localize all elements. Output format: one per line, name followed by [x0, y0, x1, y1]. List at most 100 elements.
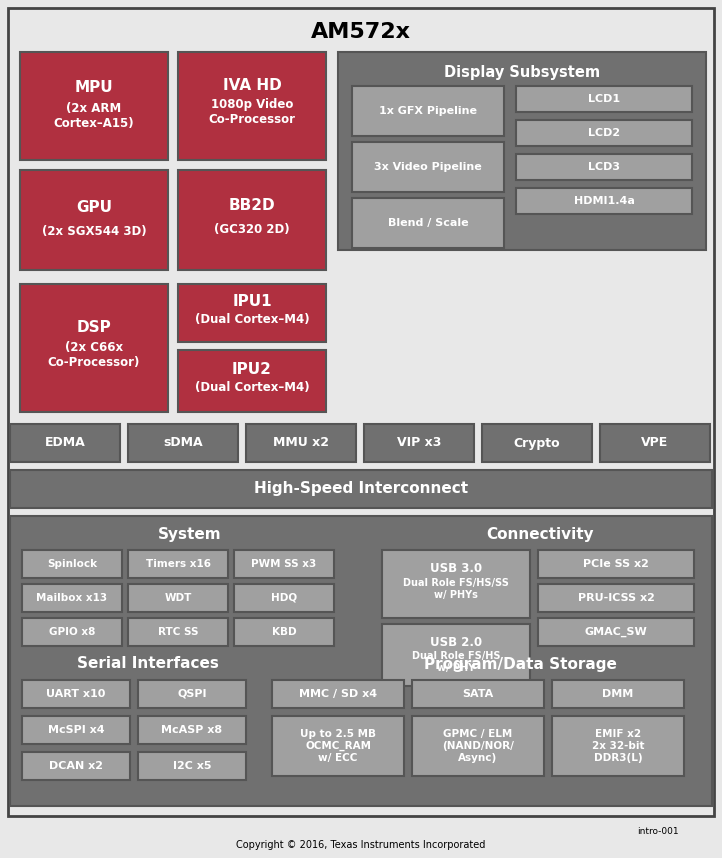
Bar [538, 618, 694, 646]
Bar [272, 680, 404, 708]
Bar [22, 716, 130, 744]
Text: UART x10: UART x10 [46, 689, 105, 699]
Bar [178, 350, 326, 412]
Text: Crypto: Crypto [513, 437, 560, 450]
Text: Up to 2.5 MB
OCMC_RAM
w/ ECC: Up to 2.5 MB OCMC_RAM w/ ECC [300, 729, 376, 763]
Text: BB2D: BB2D [229, 197, 275, 213]
Bar [234, 618, 334, 646]
Text: PRU-ICSS x2: PRU-ICSS x2 [578, 593, 654, 603]
Bar [538, 584, 694, 612]
Bar [516, 86, 692, 112]
Bar [516, 188, 692, 214]
Text: USB 2.0: USB 2.0 [430, 636, 482, 649]
Text: QSPI: QSPI [177, 689, 206, 699]
Bar [22, 752, 130, 780]
Text: EMIF x2
2x 32-bit
DDR3(L): EMIF x2 2x 32-bit DDR3(L) [592, 729, 644, 763]
Bar [412, 716, 544, 776]
Bar [138, 752, 246, 780]
Bar [412, 680, 544, 708]
Bar [272, 716, 404, 776]
Bar [552, 716, 684, 776]
Bar [234, 550, 334, 578]
Text: High-Speed Interconnect: High-Speed Interconnect [254, 481, 468, 497]
Bar [128, 618, 228, 646]
Bar [178, 284, 326, 342]
Text: AM572x: AM572x [311, 22, 411, 42]
Text: MMU x2: MMU x2 [273, 437, 329, 450]
Text: WDT: WDT [165, 593, 191, 603]
Text: Copyright © 2016, Texas Instruments Incorporated: Copyright © 2016, Texas Instruments Inco… [236, 840, 486, 850]
Text: LCD1: LCD1 [588, 94, 620, 104]
Bar [538, 550, 694, 578]
Text: Display Subsystem: Display Subsystem [444, 64, 600, 80]
Text: LCD2: LCD2 [588, 128, 620, 138]
Text: Timers x16: Timers x16 [146, 559, 211, 569]
Text: LCD3: LCD3 [588, 162, 620, 172]
Text: Dual Role FS/HS/SS
w/ PHYs: Dual Role FS/HS/SS w/ PHYs [403, 578, 509, 600]
Text: MPU: MPU [74, 81, 113, 95]
Bar [22, 584, 122, 612]
Text: IPU1: IPU1 [232, 294, 271, 310]
Bar [22, 550, 122, 578]
Bar [352, 142, 504, 192]
Text: HDQ: HDQ [271, 593, 297, 603]
Text: MMC / SD x4: MMC / SD x4 [299, 689, 377, 699]
Text: IPU2: IPU2 [232, 361, 272, 377]
Text: PCIe SS x2: PCIe SS x2 [583, 559, 649, 569]
Bar [10, 516, 712, 806]
Bar [482, 424, 592, 462]
Bar [138, 680, 246, 708]
Text: USB 3.0: USB 3.0 [430, 561, 482, 575]
Bar [364, 424, 474, 462]
Text: Connectivity: Connectivity [486, 527, 593, 541]
Text: (Dual Cortex–M4): (Dual Cortex–M4) [195, 382, 309, 395]
Text: (GC320 2D): (GC320 2D) [214, 222, 290, 235]
Text: Spinlock: Spinlock [47, 559, 97, 569]
Text: 1x GFX Pipeline: 1x GFX Pipeline [379, 106, 477, 116]
Text: Blend / Scale: Blend / Scale [388, 218, 469, 228]
Text: I2C x5: I2C x5 [173, 761, 212, 771]
Text: GPIO x8: GPIO x8 [49, 627, 95, 637]
Bar [20, 52, 168, 160]
Bar [178, 170, 326, 270]
Bar [352, 86, 504, 136]
Text: McSPI x4: McSPI x4 [48, 725, 104, 735]
Text: EDMA: EDMA [45, 437, 85, 450]
Text: sDMA: sDMA [163, 437, 203, 450]
Bar [10, 424, 120, 462]
Bar [234, 584, 334, 612]
Text: VPE: VPE [641, 437, 669, 450]
Text: RTC SS: RTC SS [157, 627, 199, 637]
Text: (2x ARM
Cortex–A15): (2x ARM Cortex–A15) [53, 102, 134, 130]
Text: System: System [158, 527, 222, 541]
Bar [552, 680, 684, 708]
Bar [128, 550, 228, 578]
Bar [20, 284, 168, 412]
Text: DCAN x2: DCAN x2 [49, 761, 103, 771]
Bar [128, 584, 228, 612]
Bar [338, 52, 706, 250]
Bar [600, 424, 710, 462]
Text: 1080p Video
Co-Processor: 1080p Video Co-Processor [209, 98, 295, 126]
Text: GPMC / ELM
(NAND/NOR/
Async): GPMC / ELM (NAND/NOR/ Async) [442, 729, 514, 763]
Bar [352, 198, 504, 248]
Bar [22, 680, 130, 708]
Text: KBD: KBD [271, 627, 296, 637]
Bar [516, 120, 692, 146]
Bar [138, 716, 246, 744]
Text: PWM SS x3: PWM SS x3 [251, 559, 317, 569]
Bar [22, 618, 122, 646]
Text: intro-001: intro-001 [638, 827, 679, 837]
Bar [246, 424, 356, 462]
Text: Mailbox x13: Mailbox x13 [36, 593, 108, 603]
Text: IVA HD: IVA HD [222, 77, 282, 93]
Text: GPU: GPU [76, 200, 112, 214]
Text: (Dual Cortex–M4): (Dual Cortex–M4) [195, 313, 309, 327]
Text: McASP x8: McASP x8 [162, 725, 222, 735]
Text: Program/Data Storage: Program/Data Storage [424, 656, 617, 672]
Bar [20, 170, 168, 270]
Text: Serial Interfaces: Serial Interfaces [77, 656, 219, 672]
Bar [128, 424, 238, 462]
Text: HDMI1.4a: HDMI1.4a [573, 196, 635, 206]
Text: Dual Role FS/HS
w/ PHY: Dual Role FS/HS w/ PHY [412, 651, 500, 673]
